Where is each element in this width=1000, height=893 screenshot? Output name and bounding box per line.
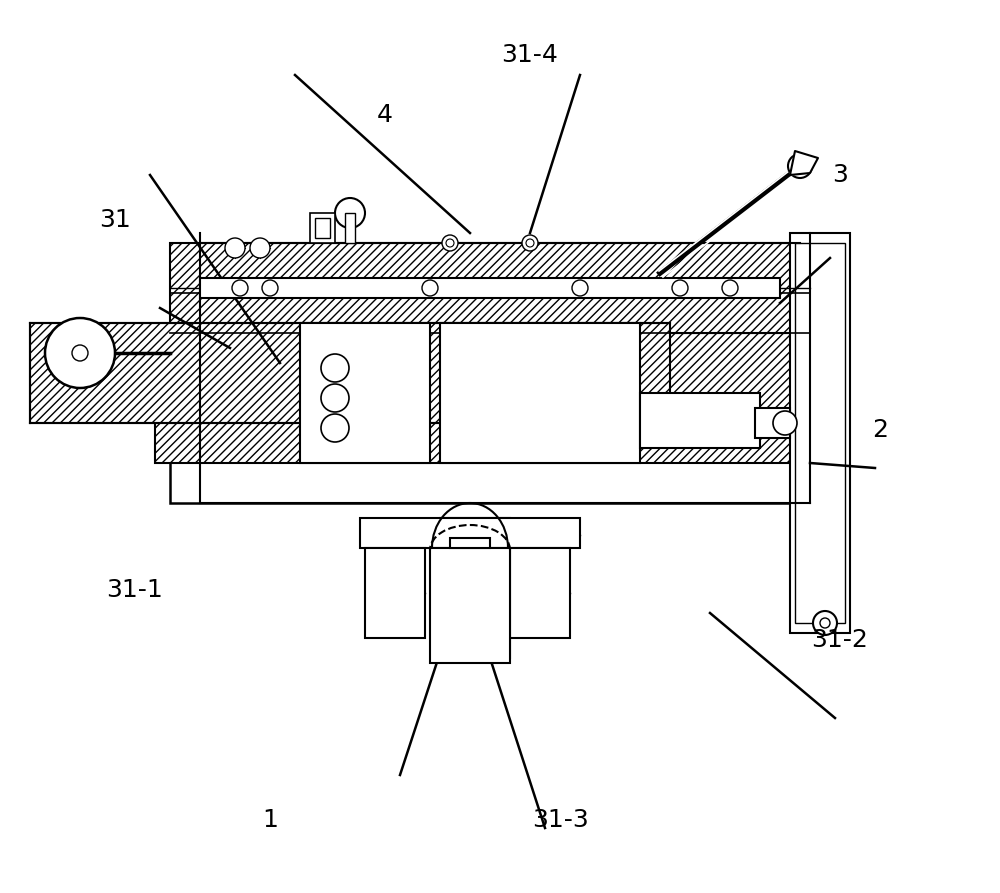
Circle shape [442, 235, 458, 251]
Bar [345, 213, 355, 243]
Circle shape [335, 198, 365, 228]
Bar [795, 243, 845, 623]
Bar [510, 548, 570, 638]
Text: 4: 4 [377, 103, 393, 127]
Circle shape [526, 239, 534, 247]
Text: 3: 3 [832, 163, 848, 187]
Bar [430, 548, 510, 663]
Circle shape [773, 411, 797, 435]
Text: 31-2: 31-2 [812, 628, 868, 652]
Text: 31: 31 [99, 208, 131, 232]
Circle shape [321, 354, 349, 382]
Bar [310, 213, 335, 243]
Circle shape [321, 414, 349, 442]
Bar [300, 323, 430, 463]
Text: 1: 1 [262, 808, 278, 832]
Circle shape [321, 384, 349, 412]
Circle shape [262, 280, 278, 296]
Bar [450, 538, 490, 548]
Circle shape [722, 280, 738, 296]
Bar [200, 278, 780, 298]
Bar [440, 323, 640, 463]
Text: 31-4: 31-4 [502, 43, 558, 67]
Bar [170, 243, 810, 503]
Bar [790, 233, 850, 633]
Bar [440, 518, 510, 658]
Text: 2: 2 [872, 418, 888, 442]
Circle shape [813, 611, 837, 635]
Polygon shape [790, 151, 818, 175]
Circle shape [232, 280, 248, 296]
Circle shape [225, 238, 245, 258]
Bar [360, 518, 580, 548]
Bar [170, 243, 810, 333]
Circle shape [250, 238, 270, 258]
Circle shape [788, 154, 812, 178]
Circle shape [820, 618, 830, 628]
Bar [315, 218, 330, 238]
Text: 31-1: 31-1 [107, 578, 163, 602]
Text: 31-3: 31-3 [532, 808, 588, 832]
Circle shape [72, 345, 88, 361]
Circle shape [446, 239, 454, 247]
Circle shape [572, 280, 588, 296]
Bar [640, 393, 760, 448]
Bar [155, 333, 835, 463]
Bar [365, 548, 425, 638]
Circle shape [422, 280, 438, 296]
Bar [30, 323, 670, 423]
Bar [755, 408, 790, 438]
Circle shape [45, 318, 115, 388]
Circle shape [672, 280, 688, 296]
Circle shape [522, 235, 538, 251]
